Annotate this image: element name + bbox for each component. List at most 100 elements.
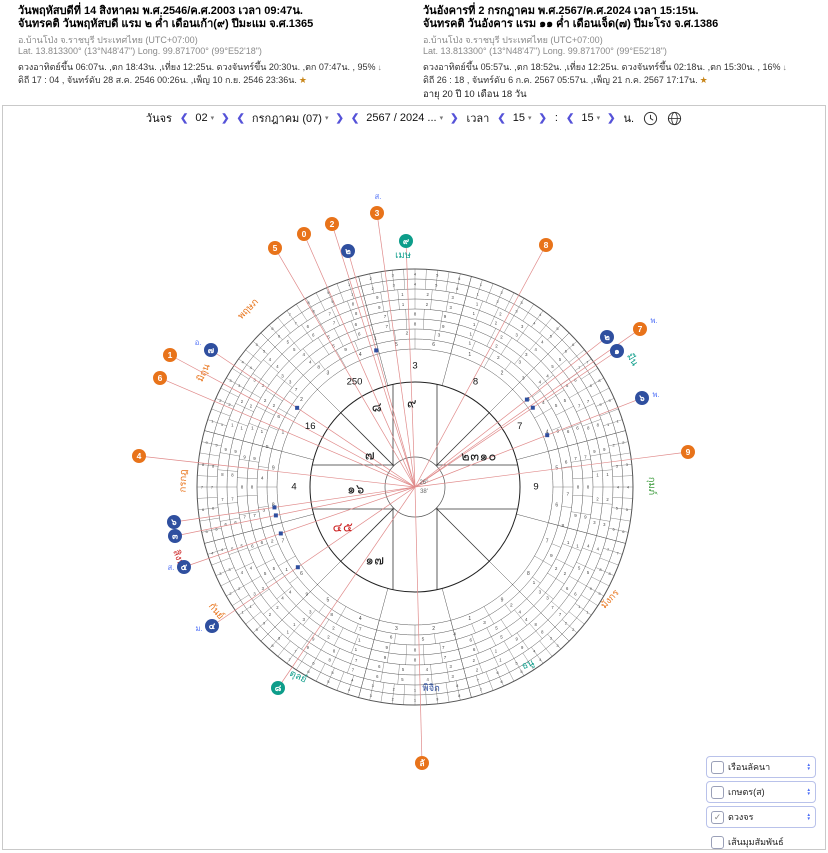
spinner-icon[interactable]: ▲ ▼: [806, 811, 811, 821]
minute-select[interactable]: 15 ▾: [579, 111, 602, 125]
year-next-button[interactable]: ❯: [450, 112, 459, 124]
svg-text:6: 6: [378, 664, 381, 669]
checkbox[interactable]: ✓: [711, 810, 724, 824]
aspect-line: [414, 244, 547, 488]
svg-text:๕: ๕: [181, 562, 188, 572]
planet-marker[interactable]: 1: [163, 348, 177, 362]
day-prev-button[interactable]: ❮: [179, 112, 189, 124]
hour-prev-button[interactable]: ❮: [497, 112, 506, 124]
checkbox[interactable]: [711, 835, 724, 849]
spinner-icon[interactable]: ▲ ▼: [806, 761, 811, 771]
svg-text:3: 3: [515, 309, 518, 314]
spinner-icon[interactable]: ▲ ▼: [806, 786, 811, 796]
day-select[interactable]: 02 ▾: [193, 111, 216, 125]
svg-text:8: 8: [221, 472, 224, 477]
year-prev-button[interactable]: ❮: [350, 112, 360, 124]
planet-marker[interactable]: ๖: [167, 515, 181, 529]
svg-text:1: 1: [261, 429, 264, 434]
svg-text:6: 6: [307, 324, 310, 329]
planet-marker[interactable]: 8: [539, 238, 553, 252]
svg-text:3: 3: [228, 567, 231, 572]
svg-text:2: 2: [500, 335, 503, 340]
svg-text:2: 2: [499, 311, 502, 316]
planet-marker[interactable]: ๑: [610, 344, 624, 358]
house-number: 16: [305, 421, 316, 432]
svg-text:5: 5: [559, 357, 562, 362]
day-next-button[interactable]: ❯: [221, 112, 230, 124]
planet-marker[interactable]: ลั: [415, 756, 429, 770]
svg-text:4: 4: [221, 547, 224, 552]
minute-next-button[interactable]: ❯: [607, 112, 616, 124]
panel-option[interactable]: ✓ ดวงจร ▲ ▼: [706, 806, 816, 828]
svg-text:1: 1: [221, 422, 224, 427]
planet-marker[interactable]: 9: [681, 445, 695, 459]
planet-marker[interactable]: 0: [297, 227, 311, 241]
month-prev-button[interactable]: ❮: [236, 112, 245, 124]
svg-text:7: 7: [211, 485, 214, 490]
month-next-button[interactable]: ❯: [335, 112, 344, 124]
svg-text:9: 9: [550, 553, 553, 559]
svg-text:7: 7: [355, 658, 358, 663]
transit-lunar-date: จันทรคติ วันอังคาร แรม ๑๑ ค่ำ เดือนเจ็ด(…: [423, 18, 719, 30]
svg-text:8: 8: [458, 693, 461, 698]
svg-text:0: 0: [302, 229, 307, 239]
svg-text:7: 7: [551, 605, 554, 610]
planet-marker[interactable]: ๘: [271, 681, 285, 695]
panel-option[interactable]: เส้นมุมสัมพันธ์: [706, 831, 816, 853]
svg-text:1: 1: [251, 425, 254, 430]
clock-icon[interactable]: [640, 111, 661, 126]
svg-text:1: 1: [293, 622, 296, 627]
svg-text:2: 2: [565, 620, 568, 625]
planet-marker[interactable]: ๒: [600, 330, 614, 344]
svg-text:5: 5: [273, 243, 278, 253]
transit-dot: [272, 505, 277, 510]
svg-text:1: 1: [578, 604, 581, 609]
planet-marker[interactable]: ๖ พ.: [635, 390, 660, 405]
planet-marker[interactable]: ๗ อ.: [195, 338, 218, 357]
hour-select[interactable]: 15 ▾: [511, 111, 534, 125]
planet-marker[interactable]: 7 พ.: [633, 316, 658, 336]
planet-marker[interactable]: ๔ ม.: [195, 619, 219, 633]
svg-text:1: 1: [476, 302, 479, 307]
svg-text:8: 8: [352, 302, 355, 307]
globe-icon[interactable]: [664, 111, 685, 126]
planet-marker[interactable]: ๓: [168, 529, 182, 543]
svg-text:8: 8: [231, 473, 234, 478]
svg-text:2: 2: [269, 612, 272, 617]
svg-text:5: 5: [587, 570, 590, 575]
natal-info: วันพฤหัสบดีที่ 14 สิงหาคม พ.ศ.2546/ค.ศ.2…: [18, 5, 423, 105]
planet-marker[interactable]: ๕ ส.: [168, 560, 191, 574]
svg-text:2: 2: [572, 627, 575, 632]
chevron-down-icon: ▾: [439, 115, 444, 122]
planet-marker[interactable]: 6: [153, 371, 167, 385]
svg-text:4: 4: [241, 570, 244, 575]
svg-text:2: 2: [622, 440, 625, 445]
svg-text:1: 1: [616, 419, 619, 424]
planet-marker[interactable]: 5: [268, 241, 282, 255]
planet-marker[interactable]: ๒: [341, 244, 355, 258]
svg-text:6: 6: [390, 635, 393, 641]
planet-marker[interactable]: ๙: [399, 234, 413, 248]
svg-text:9: 9: [243, 454, 246, 459]
svg-text:6: 6: [261, 540, 264, 545]
checkbox[interactable]: [711, 760, 724, 774]
panel-option[interactable]: เกษตร(ส) ▲ ▼: [706, 781, 816, 803]
planet-marker[interactable]: 4: [132, 449, 146, 463]
svg-text:4: 4: [539, 380, 542, 385]
year-select[interactable]: 2567 / 2024 ... ▾: [364, 111, 445, 125]
natal-sun-moon: ดวงอาทิตย์ขึ้น 06:07น. ,ตก 18:43น. ,เที่…: [18, 61, 423, 74]
svg-text:4: 4: [351, 678, 354, 683]
planet-marker[interactable]: 3 ส.: [370, 192, 384, 220]
svg-text:9: 9: [384, 655, 387, 660]
panel-option[interactable]: เรือนลัคนา ▲ ▼: [706, 756, 816, 778]
planet-marker[interactable]: 2: [325, 217, 339, 231]
svg-text:3: 3: [238, 383, 241, 388]
month-select[interactable]: กรกฎาคม (07) ▾: [250, 108, 331, 128]
zodiac-label: พฤษภ: [236, 297, 261, 322]
svg-text:2: 2: [219, 398, 222, 403]
hour-next-button[interactable]: ❯: [538, 112, 547, 124]
minute-prev-button[interactable]: ❮: [565, 112, 575, 124]
svg-text:9: 9: [598, 591, 601, 596]
checkbox[interactable]: [711, 785, 724, 799]
svg-text:6: 6: [566, 586, 569, 591]
